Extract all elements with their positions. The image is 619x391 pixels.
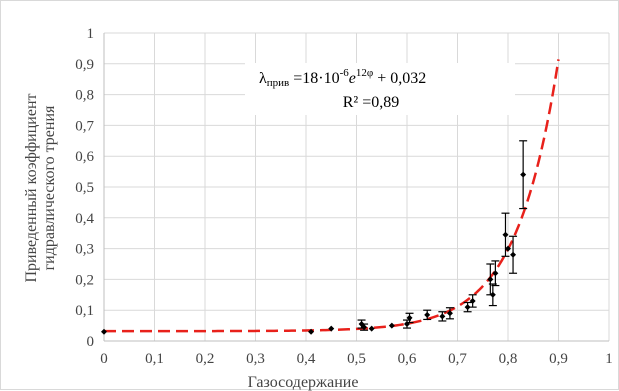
data-point (404, 321, 410, 328)
data-point (464, 304, 471, 311)
data-point (487, 276, 494, 283)
y-tick-label: 0 (87, 334, 95, 350)
y-tick-label: 1 (87, 26, 95, 42)
equation-text: λприв =18·10-6e12φ + 0,032 (259, 67, 426, 89)
y-tick-label: 0,1 (75, 303, 94, 319)
error-bars (357, 140, 528, 331)
tick-labels: 0 0,1 0,2 0,3 0,4 0,5 0,6 0,7 0,8 0,9 1 0 0,1 0,2 0,3 0… (75, 26, 613, 367)
equation-annotation: λприв =18·10-6e12φ + 0,032 R² =0,89 (245, 63, 515, 115)
data-point (520, 171, 527, 178)
x-tick-label: 0,5 (347, 351, 366, 367)
y-tick-label: 0,7 (75, 118, 94, 134)
data-point (328, 325, 335, 332)
data-point (361, 324, 368, 331)
y-tick-label: 0,8 (75, 88, 94, 104)
data-point (502, 231, 509, 238)
x-tick-label: 1 (605, 351, 613, 367)
data-point (424, 311, 431, 318)
data-point (489, 291, 496, 298)
x-tick-label: 0 (100, 351, 108, 367)
y-axis-title-line1: Приведенный коэффициент (23, 93, 40, 282)
y-tick-label: 0,9 (75, 57, 94, 73)
y-tick-label: 0,5 (75, 180, 94, 196)
data-point (492, 270, 499, 277)
x-tick-label: 0,3 (246, 351, 265, 367)
data-point (308, 328, 315, 335)
y-axis-title: Приведенный коэффициент гидравлического … (23, 93, 58, 282)
y-tick-label: 0,2 (75, 272, 94, 288)
data-point (446, 310, 453, 317)
y-axis-title-line2: гидравлического трения (41, 105, 58, 270)
data-points (101, 171, 527, 335)
data-point (406, 314, 413, 321)
x-tick-label: 0,7 (448, 351, 467, 367)
x-tick-label: 0,4 (297, 351, 316, 367)
x-tick-label: 0,2 (196, 351, 215, 367)
annotation-background (245, 63, 515, 115)
x-tick-label: 0,8 (499, 351, 518, 367)
x-axis-title: Газосодержание (248, 374, 359, 391)
data-point (101, 328, 107, 335)
axes (103, 33, 609, 342)
data-point (368, 325, 375, 332)
data-point (439, 313, 446, 320)
data-point (469, 297, 476, 304)
data-point (510, 251, 517, 258)
y-tick-label: 0,4 (75, 211, 94, 227)
y-tick-label: 0,3 (75, 242, 94, 258)
data-point (505, 245, 511, 252)
r-squared-text: R² =0,89 (343, 94, 400, 111)
x-tick-label: 0,6 (398, 351, 417, 367)
x-tick-label: 0,1 (145, 351, 164, 367)
data-point (388, 322, 395, 329)
x-tick-label: 0,9 (549, 351, 568, 367)
y-tick-label: 0,6 (75, 149, 94, 165)
